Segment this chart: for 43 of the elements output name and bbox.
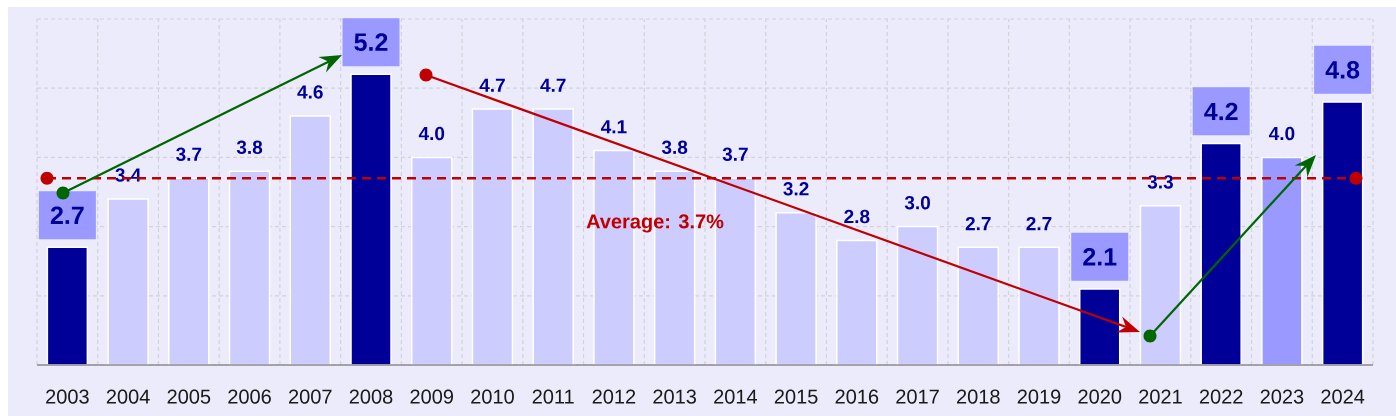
data-label: 5.2 [354, 33, 388, 52]
data-label: 4.1 [600, 120, 627, 134]
data-label: 3.7 [722, 147, 748, 161]
data-label: 4.2 [1204, 102, 1238, 121]
data-label: 2.7 [965, 216, 991, 231]
data-label: 3.2 [783, 182, 809, 196]
x-tick-label: 2015 [774, 389, 818, 404]
x-tick-label: 2019 [1017, 389, 1061, 404]
x-tick-label: 2008 [349, 389, 393, 404]
x-tick-label: 2023 [1260, 389, 1304, 404]
data-label: 3.8 [236, 140, 263, 155]
x-tick-label: 2014 [714, 389, 758, 404]
x-tick-label: 2004 [106, 389, 150, 404]
x-tick-label: 2006 [228, 389, 271, 404]
data-label: 2.7 [1026, 216, 1052, 231]
ref-line-label: Average: 3.7% [586, 214, 724, 233]
data-label: 4.7 [479, 78, 505, 92]
data-label: 4.7 [540, 78, 566, 92]
x-tick-label: 2012 [592, 389, 636, 404]
x-tick-label: 2009 [410, 389, 454, 404]
x-tick-label: 2011 [532, 389, 574, 404]
x-tick-label: 2016 [835, 389, 879, 404]
data-label: 4.6 [297, 85, 323, 99]
data-label: 4.0 [1268, 126, 1295, 141]
x-tick-label: 2003 [46, 389, 89, 404]
data-label: 3.8 [661, 140, 688, 155]
data-label: 4.8 [1325, 61, 1360, 79]
x-tick-label: 2022 [1199, 389, 1243, 404]
data-label: 2.1 [1083, 247, 1117, 266]
data-label: 3.7 [176, 147, 202, 161]
data-label: 2.8 [844, 209, 870, 224]
data-label: 3.0 [904, 195, 930, 210]
x-tick-label: 2021 [1139, 389, 1182, 404]
x-tick-label: 2007 [289, 389, 332, 404]
x-tick-label: 2018 [957, 389, 1000, 404]
data-label: 2.7 [50, 206, 84, 224]
x-tick-label: 2024 [1321, 389, 1365, 404]
x-tick-label: 2020 [1078, 389, 1122, 404]
x-tick-label: 2013 [653, 389, 696, 404]
x-tick-label: 2010 [471, 389, 514, 404]
x-tick-label: 2017 [896, 389, 939, 404]
x-tick-label: 2005 [167, 389, 211, 404]
data-label: 4.0 [418, 126, 445, 141]
